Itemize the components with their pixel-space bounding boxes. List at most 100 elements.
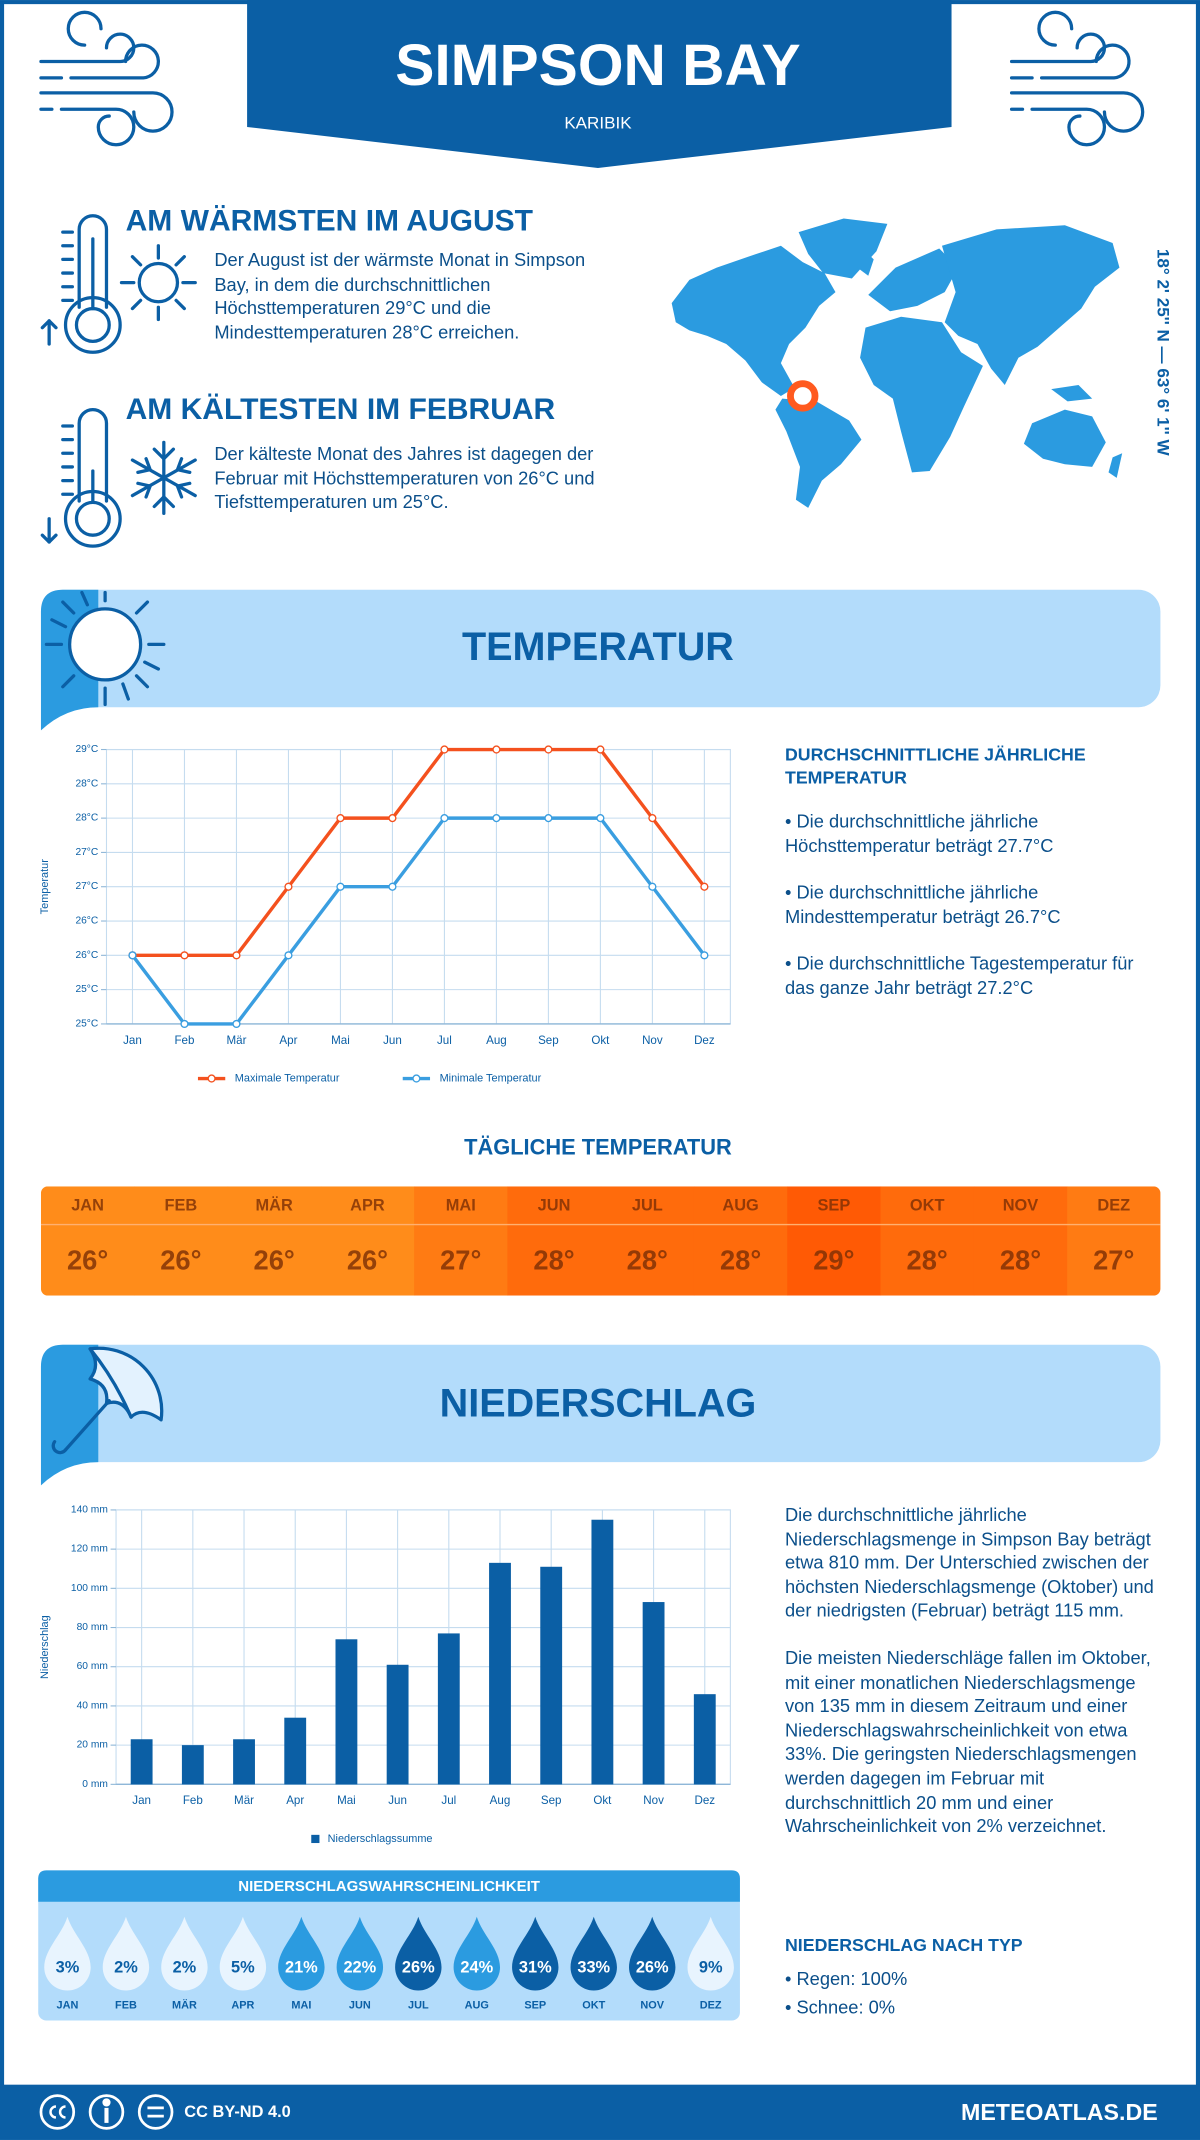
warmest-text: Der August ist der wärmste Monat in Simp… <box>214 249 586 343</box>
bar <box>693 1694 716 1785</box>
coldest-title: AM KÄLTESTEN IM FEBRUAR <box>126 393 556 426</box>
y-tick-label: 140 mm <box>71 1504 108 1515</box>
value-cell <box>507 1224 602 1296</box>
probability-month: FEB <box>115 1999 137 2011</box>
header-title: SIMPSON BAY <box>395 33 800 98</box>
value-label: 26° <box>347 1245 388 1276</box>
section-title: TEMPERATUR <box>462 625 734 669</box>
x-tick-label: Nov <box>642 1034 663 1047</box>
probability-title: NIEDERSCHLAGSWAHRSCHEINLICHKEIT <box>238 1878 540 1895</box>
data-point <box>284 882 293 891</box>
value-cell <box>414 1224 509 1296</box>
month-label: OKT <box>910 1196 945 1214</box>
coordinates: 18° 2' 25'' N — 63° 6' 1'' W <box>1154 249 1173 457</box>
y-tick-label: 0 mm <box>82 1779 108 1790</box>
annual-temperature-box: DURCHSCHNITTLICHE JÄHRLICHE TEMPERATUR •… <box>784 744 1134 998</box>
y-tick-label: 20 mm <box>77 1740 108 1751</box>
month-cell <box>693 1186 788 1225</box>
month-cell <box>973 1186 1068 1225</box>
data-point <box>700 882 709 891</box>
probability-drop <box>44 1916 91 1991</box>
month-label: DEZ <box>1097 1196 1130 1214</box>
warmest-title: AM WÄRMSTEN IM AUGUST <box>126 205 534 238</box>
value-cell <box>693 1224 788 1296</box>
probability-month: NOV <box>640 1999 664 2011</box>
annual-temperature-title: DURCHSCHNITTLICHE JÄHRLICHE TEMPERATUR <box>784 744 1086 788</box>
annual-temperature-item: • Die durchschnittliche jährliche Höchst… <box>784 810 1054 856</box>
world-map <box>671 218 1123 508</box>
legend-label: Niederschlagssumme <box>328 1833 433 1845</box>
section-header <box>40 1344 1161 1463</box>
series-line <box>131 816 706 1026</box>
value-cell <box>40 1224 135 1296</box>
month-label: FEB <box>165 1196 198 1214</box>
month-cell <box>414 1186 509 1225</box>
y-axis-title: Niederschlag <box>39 1615 51 1679</box>
y-tick-label: 26°C <box>75 916 98 927</box>
legend-swatch <box>311 1834 320 1844</box>
value-label: 28° <box>1000 1245 1041 1276</box>
bar <box>642 1602 665 1785</box>
value-cell <box>973 1224 1068 1296</box>
bar <box>181 1745 204 1785</box>
bar <box>335 1639 358 1785</box>
section-title: NIEDERSCHLAG <box>440 1381 757 1425</box>
data-point <box>544 814 553 823</box>
precipitation-paragraph: Die meisten Niederschläge fallen im Okto… <box>784 1647 1151 1837</box>
bar <box>130 1739 153 1785</box>
probability-month: DEZ <box>700 1999 722 2011</box>
probability-label: 21% <box>285 1958 318 1976</box>
data-point <box>596 814 605 823</box>
location-marker <box>787 380 819 412</box>
series-line <box>132 747 706 958</box>
probability-label: 33% <box>577 1958 610 1976</box>
month-label: JAN <box>71 1196 104 1214</box>
x-tick-label: Aug <box>486 1034 507 1047</box>
value-cell <box>1067 1224 1161 1296</box>
value-label: 28° <box>907 1245 948 1276</box>
x-tick-label: Dez <box>694 1034 715 1047</box>
month-cell <box>320 1186 415 1225</box>
value-label: 28° <box>627 1245 668 1276</box>
y-tick-label: 26°C <box>75 950 98 961</box>
month-label: MÄR <box>256 1196 293 1214</box>
footer-site[interactable]: METEOATLAS.DE <box>961 2099 1158 2125</box>
heat-row: JAN 26° FEB 26° MÄR 26° APR 26° MAI 27° JUN 28° JUL 2… <box>40 1186 1161 1296</box>
data-point <box>388 814 397 823</box>
data-point <box>492 745 501 754</box>
x-tick-label: Jan <box>132 1794 151 1807</box>
x-tick-label: Jul <box>437 1034 452 1047</box>
probability-label: 24% <box>460 1958 493 1976</box>
data-point <box>128 951 137 960</box>
x-tick-label: Okt <box>591 1034 610 1047</box>
y-tick-label: 27°C <box>75 847 98 858</box>
value-label: 27° <box>440 1245 481 1276</box>
legend-swatch-point <box>412 1074 421 1083</box>
x-tick-label: Mai <box>337 1794 356 1807</box>
value-label: 26° <box>160 1245 201 1276</box>
x-tick-label: Jun <box>388 1794 407 1807</box>
chart: JAN 26° FEB 26° MÄR 26° APR 26° MAI 27° JUN 28° JUL 2… <box>40 1186 1161 1296</box>
y-tick-label: 40 mm <box>77 1700 108 1711</box>
bar <box>284 1717 307 1785</box>
header-subtitle: KARIBIK <box>564 113 632 132</box>
bar <box>489 1562 511 1785</box>
y-axis-title: Temperatur <box>39 859 51 915</box>
probability-label: 3% <box>56 1958 80 1976</box>
value-cell <box>600 1224 695 1296</box>
section-header <box>40 589 1161 708</box>
annual-temperature-item: • Die durchschnittliche Tagestemperatur … <box>784 953 1134 998</box>
x-tick-label: Sep <box>541 1794 562 1807</box>
precipitation-type-item: • Schnee: 0% <box>784 1997 896 2019</box>
month-cell <box>507 1186 602 1225</box>
probability-drop <box>512 1916 559 1991</box>
y-tick-label: 28°C <box>75 778 98 789</box>
data-point <box>284 951 293 960</box>
probability-drop <box>161 1916 208 1991</box>
data-point <box>648 882 657 891</box>
probability-drop <box>102 1916 150 1991</box>
precipitation-type-title: NIEDERSCHLAG NACH TYP <box>784 1934 1023 1955</box>
bar <box>540 1566 563 1785</box>
probability-drop <box>687 1916 734 1991</box>
month-label: AUG <box>722 1196 758 1214</box>
